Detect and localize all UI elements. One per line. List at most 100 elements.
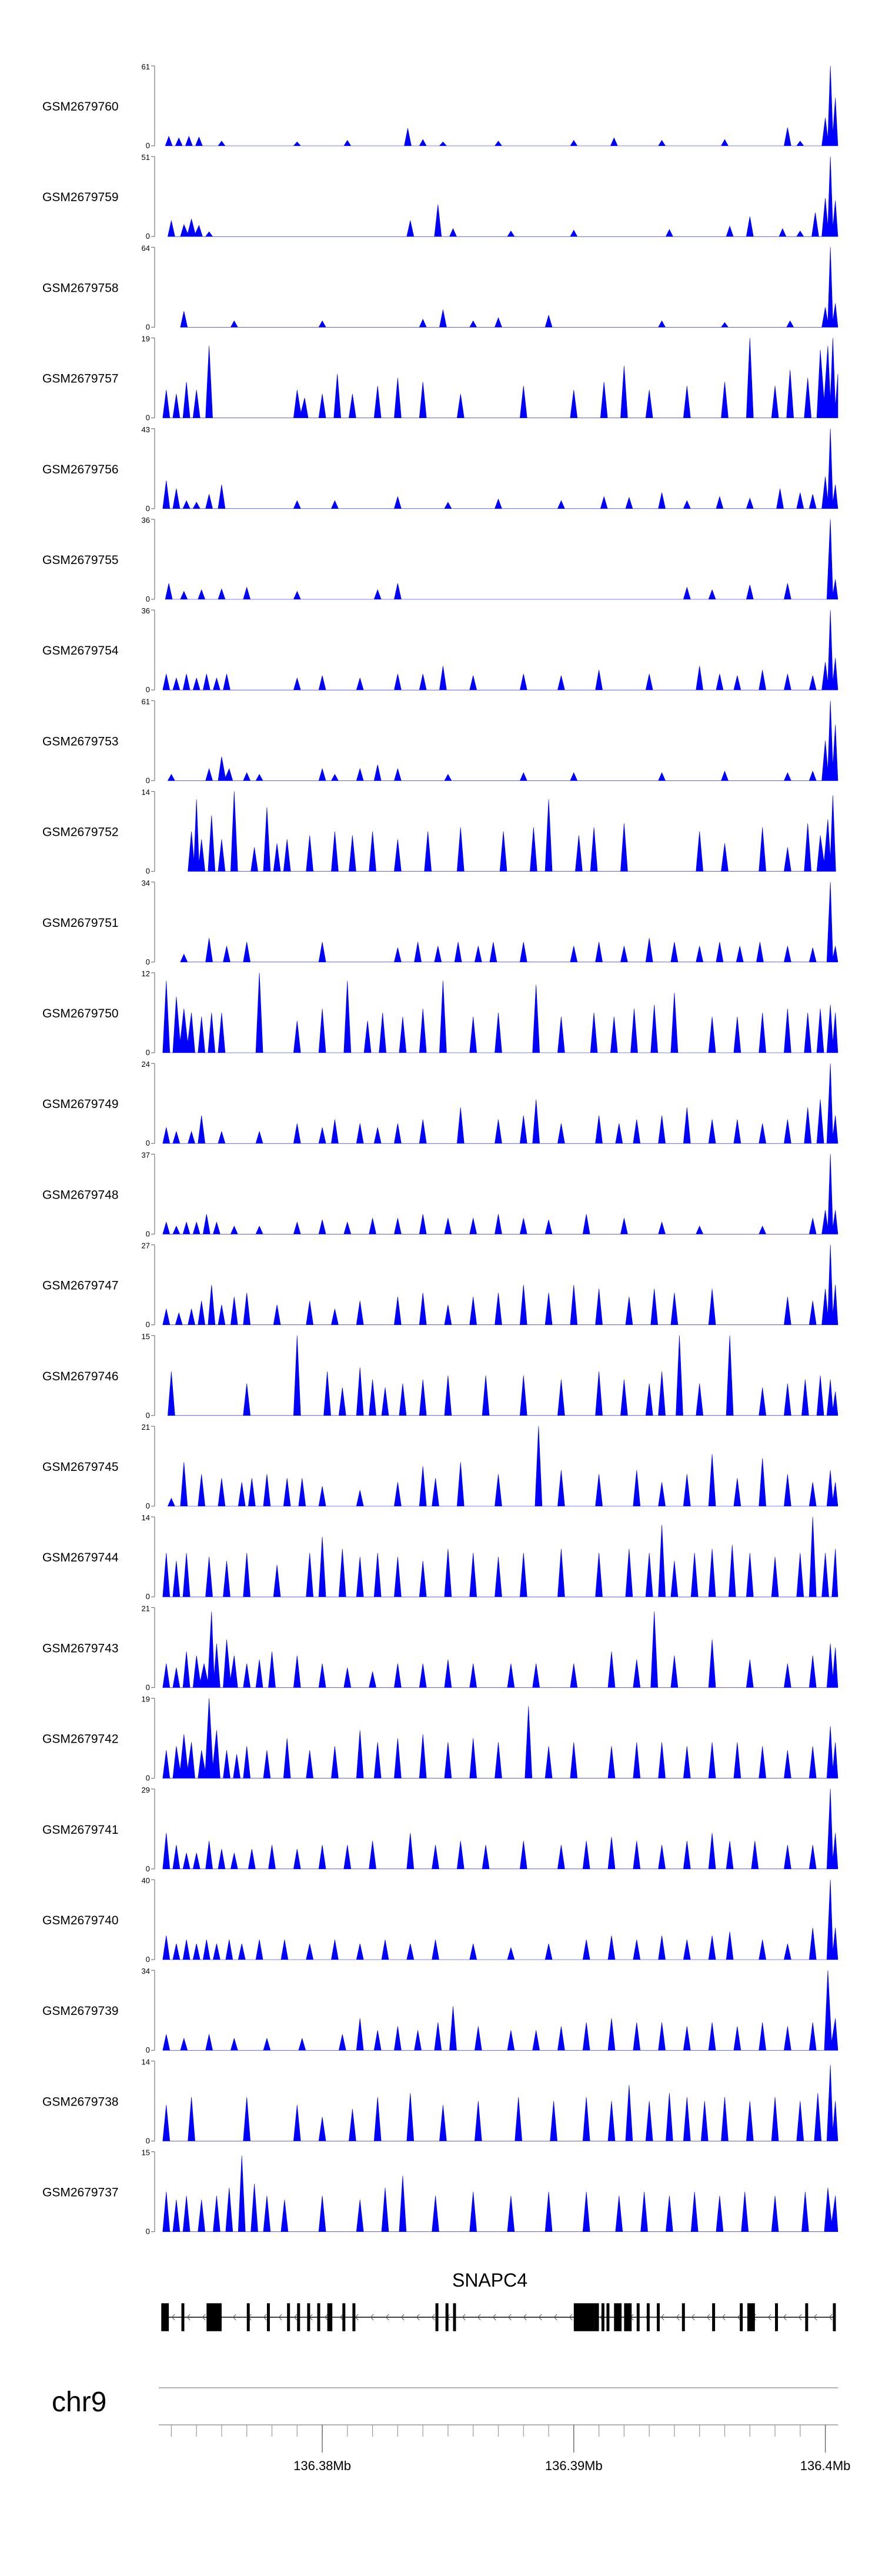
track-y-min-label: 0 (146, 957, 150, 966)
track-y-min-label: 0 (146, 1774, 150, 1783)
track-y-max-label: 34 (142, 1967, 150, 1976)
strand-chevron (523, 2314, 527, 2321)
axis-tick-label: 136.38Mb (293, 2458, 351, 2473)
coverage-track: GSM2679747 27 0 (42, 1242, 838, 1329)
track-y-max-label: 61 (142, 697, 150, 706)
gene-exon (342, 2303, 346, 2331)
gene-exon (161, 2303, 169, 2331)
track-y-min-label: 0 (146, 2046, 150, 2054)
coverage-track: GSM2679759 51 0 (42, 153, 838, 241)
track-label: GSM2679759 (42, 191, 119, 204)
gene-exon (327, 2303, 333, 2331)
track-y-min-label: 0 (146, 1864, 150, 1873)
chromosome-label: chr9 (52, 2387, 106, 2418)
gene-exon (445, 2303, 449, 2331)
strand-chevron (171, 2314, 175, 2321)
track-label: GSM2679751 (42, 916, 119, 930)
coverage-area (180, 882, 838, 963)
strand-chevron (263, 2314, 267, 2321)
gene-exon (181, 2303, 185, 2331)
coverage-area (168, 1335, 838, 1416)
gene-exon (601, 2303, 604, 2331)
track-y-max-label: 61 (142, 62, 150, 71)
strand-chevron (691, 2314, 695, 2321)
track-y-min-label: 0 (146, 1320, 150, 1329)
track-y-min-label: 0 (146, 685, 150, 694)
gene-exon (712, 2303, 716, 2331)
track-label: GSM2679747 (42, 1279, 119, 1293)
coverage-area (162, 1698, 838, 1778)
axis-tick-label: 136.4Mb (800, 2458, 851, 2473)
coverage-track: GSM2679744 14 0 (42, 1513, 838, 1601)
track-label: GSM2679756 (42, 463, 119, 476)
track-y-max-label: 40 (142, 1876, 150, 1885)
track-y-max-label: 21 (142, 1423, 150, 1432)
coverage-track: GSM2679737 15 0 (42, 2148, 838, 2236)
track-y-max-label: 64 (142, 243, 150, 252)
track-label: GSM2679739 (42, 2004, 119, 2018)
track-y-min-label: 0 (146, 776, 150, 785)
track-label: GSM2679746 (42, 1370, 119, 1383)
track-y-max-label: 27 (142, 1242, 150, 1250)
gene-exon (833, 2303, 836, 2331)
track-y-min-label: 0 (146, 595, 150, 603)
coverage-track: GSM2679750 12 0 (42, 969, 838, 1057)
coverage-track: GSM2679745 21 0 (42, 1423, 838, 1510)
coverage-track: GSM2679742 19 0 (42, 1695, 838, 1783)
coverage-area (188, 791, 836, 872)
coverage-track: GSM2679738 14 0 (42, 2057, 838, 2145)
gene-exon (636, 2303, 640, 2331)
gene-exon (573, 2303, 594, 2331)
strand-chevron (339, 2314, 343, 2321)
track-label: GSM2679740 (42, 1914, 119, 1927)
gene-exon (606, 2303, 610, 2331)
gene-exon (352, 2303, 356, 2331)
coverage-track: GSM2679748 37 0 (42, 1150, 838, 1238)
coverage-track: GSM2679740 40 0 (42, 1876, 838, 1964)
track-label: GSM2679737 (42, 2186, 119, 2200)
track-label: GSM2679744 (42, 1551, 119, 1564)
coverage-track: GSM2679739 34 0 (42, 1967, 838, 2054)
gene-exon (206, 2303, 222, 2331)
track-y-max-label: 19 (142, 335, 150, 343)
track-label: GSM2679738 (42, 2095, 119, 2108)
strand-chevron (737, 2314, 741, 2321)
gene-exon (747, 2303, 755, 2331)
track-y-max-label: 21 (142, 1604, 150, 1613)
track-y-min-label: 0 (146, 2136, 150, 2145)
strand-chevron (569, 2314, 573, 2321)
track-label: GSM2679758 (42, 281, 119, 295)
coverage-area (162, 1517, 838, 1597)
strand-chevron (431, 2314, 435, 2321)
strand-chevron (202, 2314, 206, 2321)
coverage-area (162, 428, 838, 509)
strand-chevron (324, 2314, 328, 2321)
strand-chevron (462, 2314, 466, 2321)
strand-chevron (767, 2314, 771, 2321)
gene-exon (594, 2303, 599, 2331)
coverage-track: GSM2679760 61 0 (42, 62, 838, 150)
track-y-min-label: 0 (146, 867, 150, 876)
coverage-area (162, 1154, 838, 1234)
gene-exon (317, 2303, 320, 2331)
track-y-min-label: 0 (146, 1411, 150, 1420)
gene-exon (614, 2303, 622, 2331)
strand-chevron (232, 2314, 236, 2321)
coverage-area (162, 338, 838, 418)
coverage-track: GSM2679758 64 0 (42, 243, 838, 331)
track-label: GSM2679745 (42, 1460, 119, 1474)
coverage-area (167, 700, 838, 781)
strand-chevron (385, 2314, 389, 2321)
coverage-area (162, 1244, 838, 1325)
track-label: GSM2679742 (42, 1733, 119, 1746)
track-y-min-label: 0 (146, 1229, 150, 1238)
track-y-min-label: 0 (146, 1501, 150, 1510)
track-y-min-label: 0 (146, 2227, 150, 2236)
track-y-max-label: 24 (142, 1060, 150, 1069)
strand-chevron (538, 2314, 542, 2321)
coverage-area (162, 1970, 838, 2051)
strand-chevron (477, 2314, 481, 2321)
gene-exon (453, 2303, 456, 2331)
strand-chevron (660, 2314, 664, 2321)
track-y-max-label: 14 (142, 2057, 150, 2066)
